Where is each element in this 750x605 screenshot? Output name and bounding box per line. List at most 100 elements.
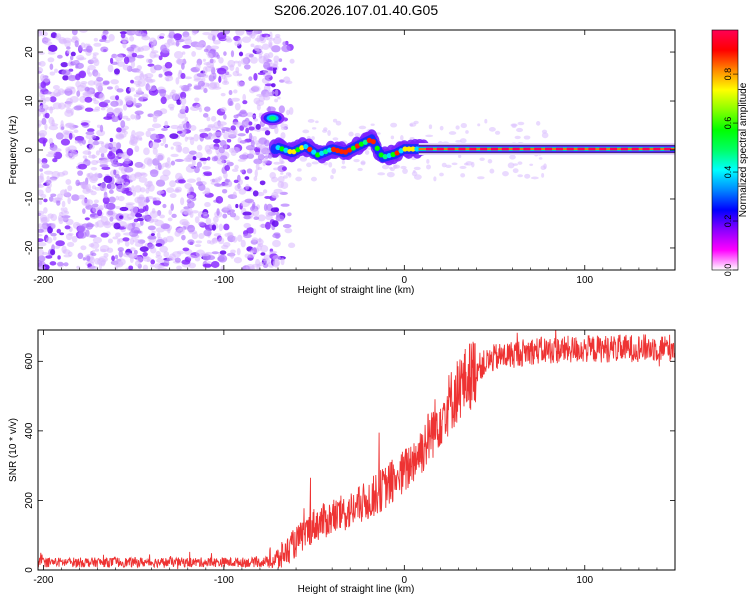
noise-speckle bbox=[256, 35, 261, 43]
noise-speckle bbox=[180, 208, 189, 215]
noise-speckle bbox=[149, 141, 160, 149]
noise-speckle bbox=[140, 45, 151, 51]
spectrogram-ytick-label: 20 bbox=[24, 46, 35, 58]
noise-speckle bbox=[69, 95, 79, 103]
noise-speckle bbox=[115, 232, 121, 238]
noise-speckle bbox=[55, 240, 65, 247]
noise-speckle bbox=[143, 147, 150, 156]
ridge-halo-speckle bbox=[402, 168, 408, 174]
ridge-halo-speckle bbox=[400, 165, 407, 170]
noise-speckle bbox=[87, 128, 95, 133]
noise-speckle bbox=[81, 198, 90, 206]
noise-speckle bbox=[107, 210, 114, 216]
noise-speckle bbox=[99, 124, 104, 133]
noise-speckle bbox=[38, 137, 48, 144]
ridge-halo-speckle bbox=[426, 164, 431, 170]
noise-speckle bbox=[180, 91, 187, 100]
noise-speckle bbox=[159, 35, 165, 39]
noise-speckle bbox=[187, 200, 195, 209]
noise-speckle bbox=[252, 190, 259, 197]
noise-speckle bbox=[253, 176, 258, 181]
ridge-halo-speckle bbox=[409, 136, 415, 141]
noise-speckle bbox=[96, 129, 106, 137]
noise-speckle bbox=[114, 173, 120, 179]
noise-speckle bbox=[133, 93, 140, 98]
ridge-halo-speckle bbox=[459, 165, 467, 170]
spectrogram-xtick-label: 100 bbox=[576, 275, 593, 286]
noise-speckle bbox=[271, 220, 279, 227]
noise-speckle bbox=[211, 115, 217, 122]
noise-speckle bbox=[119, 100, 124, 106]
noise-speckle bbox=[70, 108, 74, 116]
noise-speckle bbox=[223, 113, 227, 120]
noise-speckle bbox=[236, 73, 243, 77]
noise-speckle bbox=[57, 172, 66, 177]
noise-speckle bbox=[93, 173, 99, 177]
noise-speckle bbox=[203, 172, 213, 177]
noise-speckle bbox=[222, 213, 228, 219]
noise-speckle bbox=[139, 137, 143, 141]
ridge-halo-speckle bbox=[441, 162, 447, 168]
noise-speckle bbox=[79, 96, 87, 103]
noise-speckle bbox=[182, 122, 192, 130]
ridge-halo-speckle bbox=[541, 129, 548, 134]
noise-speckle bbox=[113, 260, 124, 268]
ridge-halo-speckle bbox=[341, 165, 347, 169]
noise-speckle bbox=[144, 210, 149, 216]
noise-speckle bbox=[231, 168, 239, 172]
noise-speckle bbox=[102, 196, 110, 205]
noise-speckle bbox=[180, 97, 187, 106]
ridge-halo-speckle bbox=[445, 164, 452, 168]
noise-speckle bbox=[65, 179, 72, 185]
noise-speckle bbox=[203, 229, 212, 237]
noise-speckle bbox=[227, 130, 237, 138]
noise-speckle bbox=[150, 233, 155, 236]
noise-speckle bbox=[52, 85, 60, 90]
ridge-tail-peak bbox=[469, 147, 477, 151]
noise-speckle bbox=[162, 203, 167, 209]
noise-speckle bbox=[155, 179, 166, 187]
noise-speckle bbox=[39, 214, 48, 222]
noise-speckle bbox=[69, 125, 76, 130]
noise-speckle bbox=[122, 115, 129, 120]
noise-speckle bbox=[85, 45, 93, 53]
noise-speckle bbox=[80, 80, 88, 85]
noise-speckle bbox=[122, 104, 128, 111]
noise-speckle bbox=[77, 170, 84, 176]
colorbar: 0.0 0.2 0.4 0.6 0.8 Normalized spectral ampl… bbox=[711, 29, 749, 276]
noise-speckle bbox=[116, 127, 122, 133]
noise-speckle bbox=[273, 55, 280, 63]
noise-speckle bbox=[64, 103, 72, 108]
noise-speckle bbox=[135, 136, 140, 140]
spectrogram-xtick-label: -100 bbox=[214, 275, 234, 286]
noise-speckle bbox=[126, 147, 134, 156]
noise-speckle bbox=[77, 163, 88, 170]
noise-speckle bbox=[234, 40, 241, 47]
noise-speckle bbox=[116, 152, 124, 158]
noise-speckle bbox=[219, 250, 227, 255]
noise-speckle bbox=[44, 123, 48, 131]
noise-speckle bbox=[159, 174, 170, 181]
noise-speckle bbox=[238, 188, 247, 195]
noise-speckle bbox=[58, 217, 64, 225]
ridge-halo-speckle bbox=[311, 127, 317, 130]
noise-speckle bbox=[227, 231, 234, 238]
noise-speckle bbox=[193, 133, 199, 142]
noise-speckle bbox=[204, 136, 211, 140]
noise-speckle bbox=[107, 182, 116, 190]
noise-speckle bbox=[98, 140, 104, 145]
noise-speckle bbox=[134, 110, 144, 115]
noise-speckle bbox=[248, 76, 253, 82]
noise-speckle bbox=[217, 237, 225, 245]
ridge-halo-speckle bbox=[524, 173, 531, 179]
noise-speckle bbox=[233, 60, 239, 64]
noise-speckle bbox=[85, 131, 95, 136]
noise-speckle bbox=[157, 190, 165, 195]
ridge-core bbox=[354, 143, 361, 149]
noise-speckle bbox=[170, 124, 179, 130]
noise-speckle bbox=[75, 179, 81, 187]
noise-speckle bbox=[257, 214, 266, 222]
noise-speckle bbox=[255, 123, 261, 130]
noise-speckle bbox=[223, 76, 228, 84]
noise-speckle bbox=[192, 156, 197, 161]
